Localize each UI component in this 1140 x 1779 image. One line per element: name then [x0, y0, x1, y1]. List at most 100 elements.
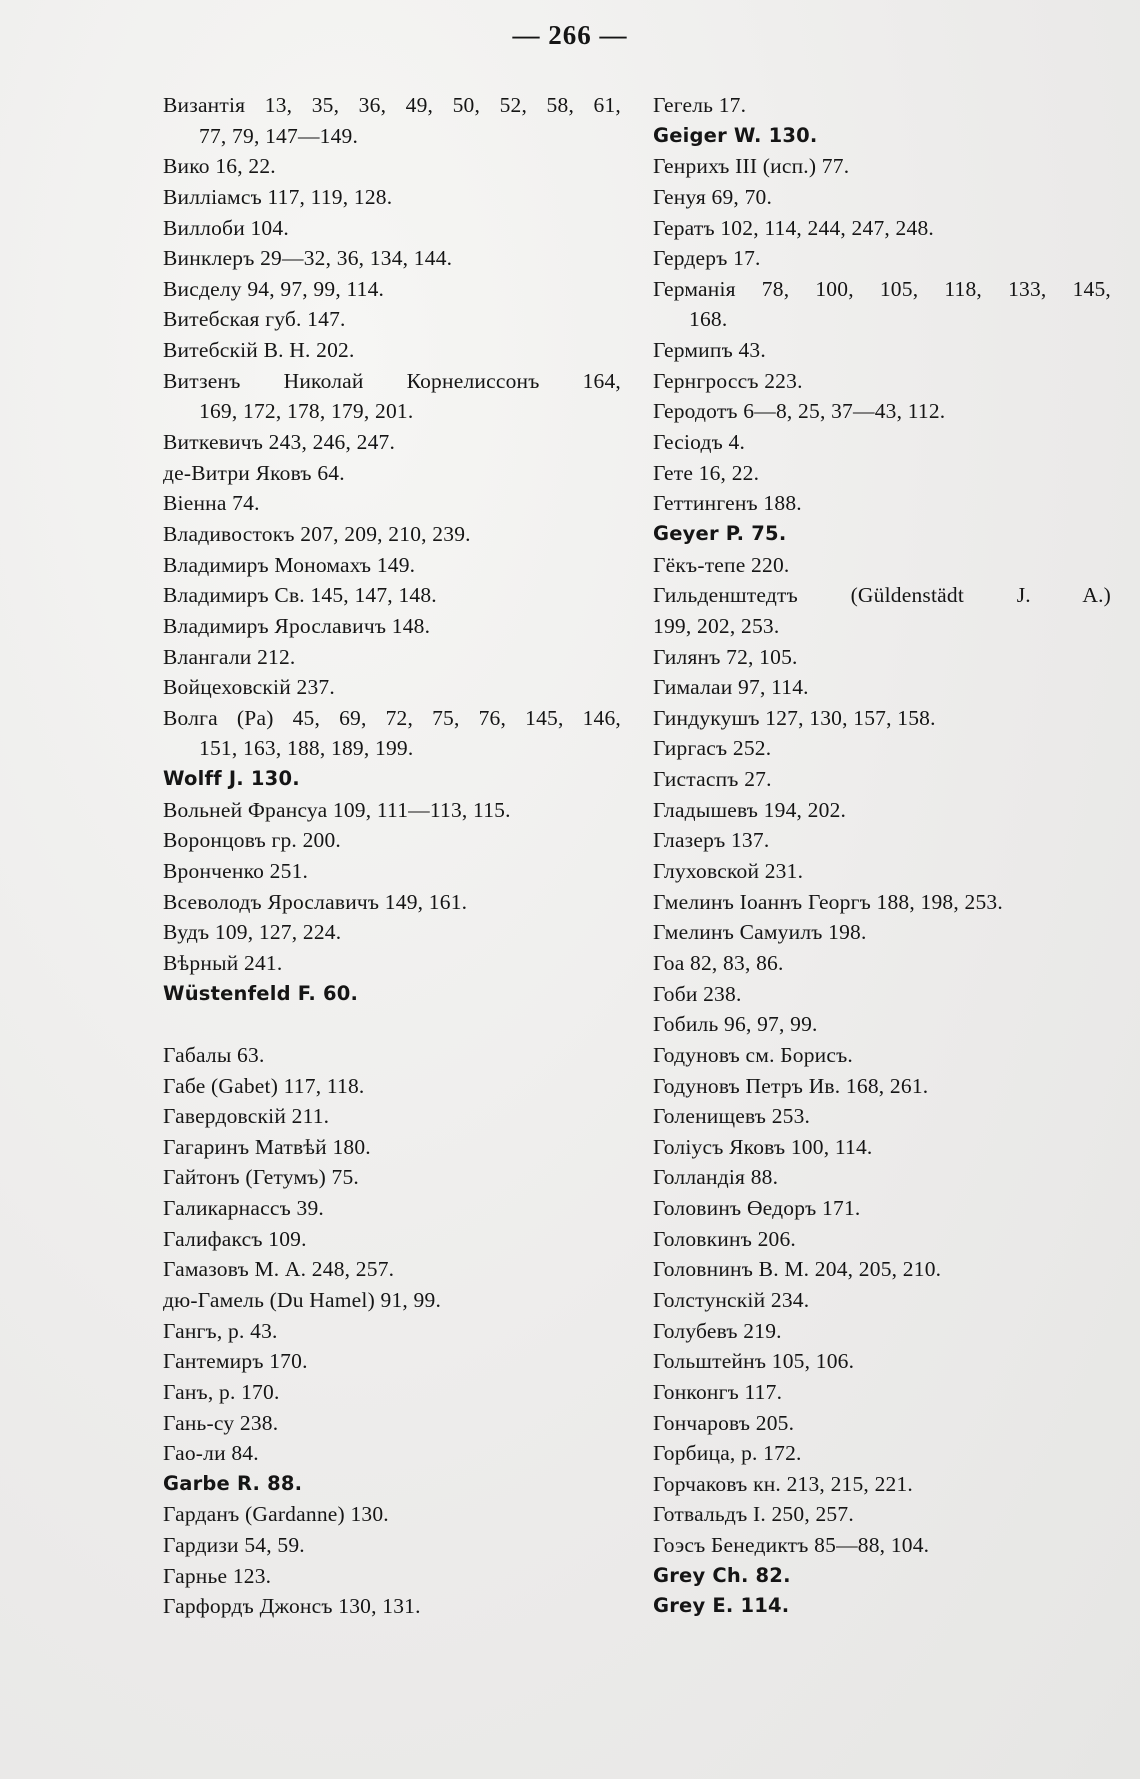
index-entry: Гладышевъ 194, 202.: [653, 797, 847, 822]
index-entry: Гольштейнъ 105, 106.: [653, 1349, 855, 1374]
index-entry: Вронченко 251.: [163, 859, 309, 884]
index-entry: дю-Гамель (Du Hamel) 91, 99.: [163, 1287, 442, 1312]
index-entry: Висделу 94, 97, 99, 114.: [163, 276, 385, 301]
index-entry: Гань-су 238.: [163, 1410, 279, 1435]
index-entry: Geiger W. 130.: [653, 123, 818, 147]
index-entry: Глуховской 231.: [653, 859, 804, 884]
index-entry-continuation: 199, 202, 253.: [653, 613, 780, 638]
index-entry: де-Витри Яковъ 64.: [163, 460, 345, 485]
index-entry: Горбица, р. 172.: [653, 1441, 802, 1466]
index-entry: Голіусъ Яковъ 100, 114.: [653, 1134, 873, 1159]
index-entry: Grey Ch. 82.: [653, 1563, 791, 1587]
index-entry: Гобиль 96, 97, 99.: [653, 1012, 818, 1037]
index-entry: Гератъ 102, 114, 244, 247, 248.: [653, 215, 934, 240]
index-entry: Гете 16, 22.: [653, 460, 760, 485]
index-entry: Волга (Ра) 45, 69, 72, 75, 76, 145, 146,: [163, 705, 621, 730]
index-entry: Виллоби 104.: [163, 215, 289, 240]
index-entry: Geyer P. 75.: [653, 521, 787, 545]
index-entry: Габе (Gabet) 117, 118.: [163, 1073, 365, 1098]
index-entry: Гонконгъ 117.: [653, 1379, 783, 1404]
index-entry: Войцеховскій 237.: [163, 675, 335, 700]
index-entry: Германія 78, 100, 105, 118, 133, 145,: [653, 276, 1111, 301]
index-entry: Wüstenfeld F. 60.: [163, 981, 359, 1005]
index-entry: Владимиръ Мономахъ 149.: [163, 552, 416, 577]
index-entry: Гоа 82, 83, 86.: [653, 950, 784, 975]
index-entry: Витебскій В. Н. 202.: [163, 338, 355, 363]
index-entry: Гмелинъ Іоаннъ Георгъ 188, 198, 253.: [653, 889, 1003, 914]
index-entry: Гавердовскій 211.: [163, 1104, 330, 1129]
index-entry: Влангали 212.: [163, 644, 296, 669]
index-entry: Годуновъ см. Борисъ.: [653, 1042, 854, 1067]
index-entry: Владимиръ Св. 145, 147, 148.: [163, 583, 437, 608]
index-entry: Garbe R. 88.: [163, 1471, 303, 1495]
index-entry: Гоби 238.: [653, 981, 742, 1006]
index-entry: Гиндукушъ 127, 130, 157, 158.: [653, 705, 936, 730]
index-entry: Гегель 17.: [653, 93, 747, 117]
index-entry: Воронцовъ гр. 200.: [163, 828, 342, 853]
index-entry-continuation: 169, 172, 178, 179, 201.: [199, 399, 414, 424]
index-entry-continuation: 168.: [689, 307, 728, 332]
index-column-left: Византія 13, 35, 36, 49, 50, 52, 58, 61,…: [163, 90, 621, 1622]
index-entry: Гагаринъ Матвѣй 180.: [163, 1134, 371, 1159]
index-entry: Wolff J. 130.: [163, 767, 300, 791]
section-gap: [163, 1009, 621, 1040]
index-entry: Геродотъ 6—8, 25, 37—43, 112.: [653, 399, 946, 424]
index-entry: Голстунскій 234.: [653, 1287, 810, 1312]
index-entry: Гардизи 54, 59.: [163, 1533, 305, 1558]
index-entry: Гао-ли 84.: [163, 1441, 259, 1466]
index-entry: Готвальдъ I. 250, 257.: [653, 1502, 854, 1527]
index-entry: Гиргасъ 252.: [653, 736, 772, 761]
index-entry: Головнинъ В. М. 204, 205, 210.: [653, 1257, 942, 1282]
index-entry: Глазеръ 137.: [653, 828, 770, 853]
index-entry: Голубевъ 219.: [653, 1318, 782, 1343]
index-entry: Гердеръ 17.: [653, 246, 761, 271]
index-entry: Византія 13, 35, 36, 49, 50, 52, 58, 61,: [163, 93, 621, 117]
index-entry: Головинъ Өедоръ 171.: [653, 1196, 861, 1221]
index-entry: Гантемиръ 170.: [163, 1349, 308, 1374]
index-entry: Гамазовъ М. А. 248, 257.: [163, 1257, 395, 1282]
index-column-right: Гегель 17. Geiger W. 130. Генрихъ III (исп…: [653, 90, 1111, 1622]
index-entry: Вольней Франсуа 109, 111—113, 115.: [163, 797, 511, 822]
index-entry: Голландія 88.: [653, 1165, 779, 1190]
index-entry: Гесіодъ 4.: [653, 430, 746, 455]
index-entry: Горчаковъ кн. 213, 215, 221.: [653, 1471, 913, 1496]
index-entry: Гилянъ 72, 105.: [653, 644, 798, 669]
index-entry: Віенна 74.: [163, 491, 260, 516]
index-entry: Гистаспъ 27.: [653, 767, 772, 792]
index-entry: Гермипъ 43.: [653, 338, 766, 363]
index-entry: Генрихъ III (исп.) 77.: [653, 154, 850, 179]
index-entry: Всеволодъ Ярославичъ 149, 161.: [163, 889, 468, 914]
index-entry: Головкинъ 206.: [653, 1226, 797, 1251]
index-entry: Владивостокъ 207, 209, 210, 239.: [163, 521, 471, 546]
index-entry: Габалы 63.: [163, 1042, 265, 1067]
index-entry: Grey E. 114.: [653, 1594, 790, 1618]
index-entry: Витзенъ Николай Корнелиссонъ 164,: [163, 368, 621, 393]
index-entry: Гарфордъ Джонсъ 130, 131.: [163, 1594, 421, 1619]
index-entry: Вудъ 109, 127, 224.: [163, 920, 342, 945]
index-entry: Винклеръ 29—32, 36, 134, 144.: [163, 246, 453, 271]
index-entry: Гангъ, р. 43.: [163, 1318, 278, 1343]
index-entry: Гмелинъ Самуилъ 198.: [653, 920, 867, 945]
index-entry: Гоэсъ Бенедиктъ 85—88, 104.: [653, 1533, 930, 1558]
index-entry: Вилліамсъ 117, 119, 128.: [163, 184, 393, 209]
index-entry: Гималаи 97, 114.: [653, 675, 809, 700]
page-number: — 266 —: [512, 20, 628, 50]
index-entry: Галифаксъ 109.: [163, 1226, 307, 1251]
index-entry: Виткевичъ 243, 246, 247.: [163, 430, 396, 455]
index-entry: Гёкъ-тепе 220.: [653, 552, 790, 577]
index-entry-continuation: 151, 163, 188, 189, 199.: [199, 736, 414, 761]
index-entry: Гончаровъ 205.: [653, 1410, 795, 1435]
index-entry: Витебская губ. 147.: [163, 307, 346, 332]
index-entry: Геттингенъ 188.: [653, 491, 802, 516]
index-entry: Гарданъ (Gardanne) 130.: [163, 1502, 389, 1527]
index-entry: Генуя 69, 70.: [653, 184, 773, 209]
index-entry-continuation: 77, 79, 147—149.: [199, 123, 359, 148]
index-entry: Владимиръ Ярославичъ 148.: [163, 613, 431, 638]
index-entry: Вѣрный 241.: [163, 950, 283, 975]
index-entry: Гильденштедтъ (Güldenstädt J. A.): [653, 583, 1111, 608]
index-entry: Голенищевъ 253.: [653, 1104, 811, 1129]
index-entry: Гайтонъ (Гетумъ) 75.: [163, 1165, 360, 1190]
index-entry: Гарнье 123.: [163, 1563, 272, 1588]
index-entry: Галикарнассъ 39.: [163, 1196, 324, 1221]
index-entry: Гернгроссъ 223.: [653, 368, 803, 393]
